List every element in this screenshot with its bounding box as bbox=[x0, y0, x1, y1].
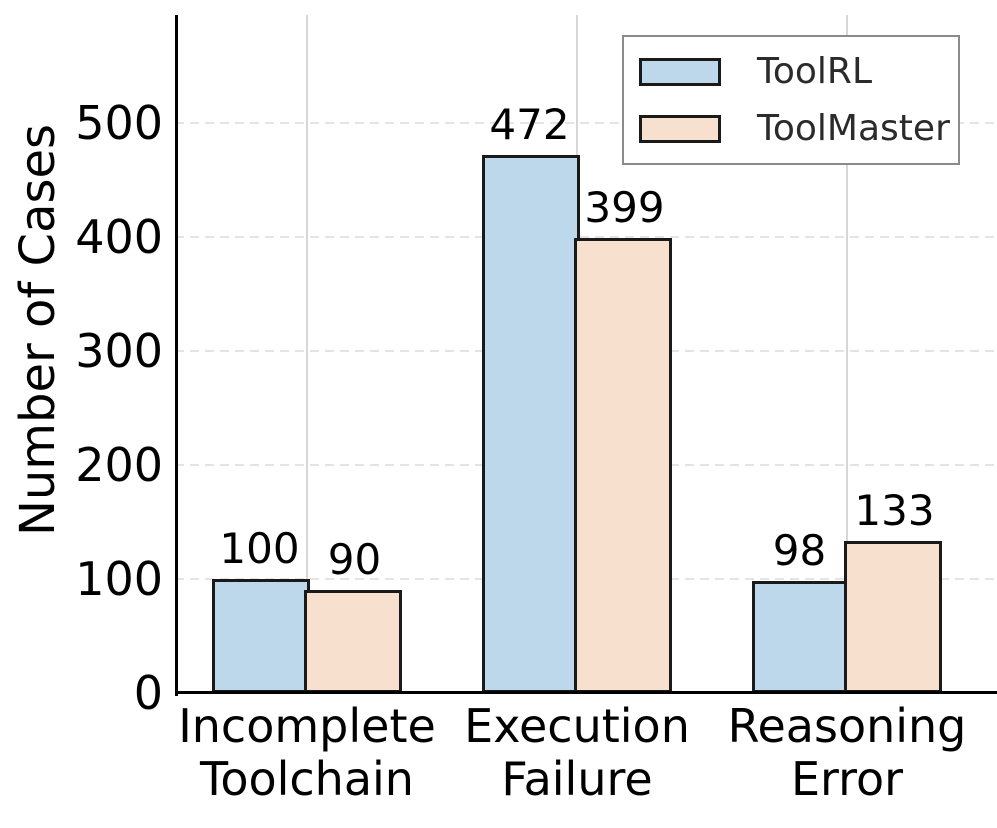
y-tick-label: 100 bbox=[75, 552, 163, 607]
gridline-horizontal bbox=[175, 236, 997, 239]
bar-toolmaster-1 bbox=[574, 238, 672, 693]
x-tick-label: Execution Failure bbox=[464, 699, 690, 806]
bar-value-label: 472 bbox=[489, 100, 570, 149]
y-axis-tick-labels: 0 100 200 300 400 500 bbox=[0, 0, 163, 828]
legend-item-toolmaster: ToolMaster bbox=[639, 108, 958, 149]
gridline-horizontal bbox=[175, 122, 997, 125]
legend-swatch-toolrl bbox=[639, 57, 721, 86]
y-tick-label: 300 bbox=[75, 324, 163, 379]
bar-value-label: 100 bbox=[219, 524, 300, 573]
bar-value-label: 98 bbox=[772, 526, 827, 575]
bar-toolrl-1 bbox=[482, 155, 580, 693]
legend: ToolRL ToolMaster bbox=[622, 35, 960, 165]
x-tick-label: Reasoning Error bbox=[727, 699, 967, 806]
gridline-vertical bbox=[846, 15, 848, 693]
bar-toolmaster-0 bbox=[304, 590, 402, 693]
y-tick-label: 400 bbox=[75, 210, 163, 265]
legend-item-toolrl: ToolRL bbox=[639, 51, 958, 92]
legend-swatch-toolmaster bbox=[639, 114, 721, 143]
gridline-vertical bbox=[306, 15, 308, 693]
bar-value-label: 133 bbox=[854, 486, 935, 535]
y-tick-label: 0 bbox=[133, 666, 163, 720]
plot-area: 100 90 472 399 98 133 bbox=[175, 15, 997, 693]
x-tick-label: Incomplete Toolchain bbox=[178, 699, 436, 806]
legend-label-toolrl: ToolRL bbox=[757, 51, 872, 92]
x-axis-spine bbox=[175, 691, 997, 694]
y-axis-spine bbox=[175, 15, 178, 696]
bar-toolrl-2 bbox=[752, 581, 850, 693]
bar-toolrl-0 bbox=[212, 579, 310, 693]
y-tick-label: 200 bbox=[75, 438, 163, 493]
bar-value-label: 399 bbox=[584, 183, 665, 232]
legend-label-toolmaster: ToolMaster bbox=[757, 108, 950, 149]
y-tick-label: 500 bbox=[75, 96, 163, 151]
bar-value-label: 90 bbox=[327, 535, 382, 584]
